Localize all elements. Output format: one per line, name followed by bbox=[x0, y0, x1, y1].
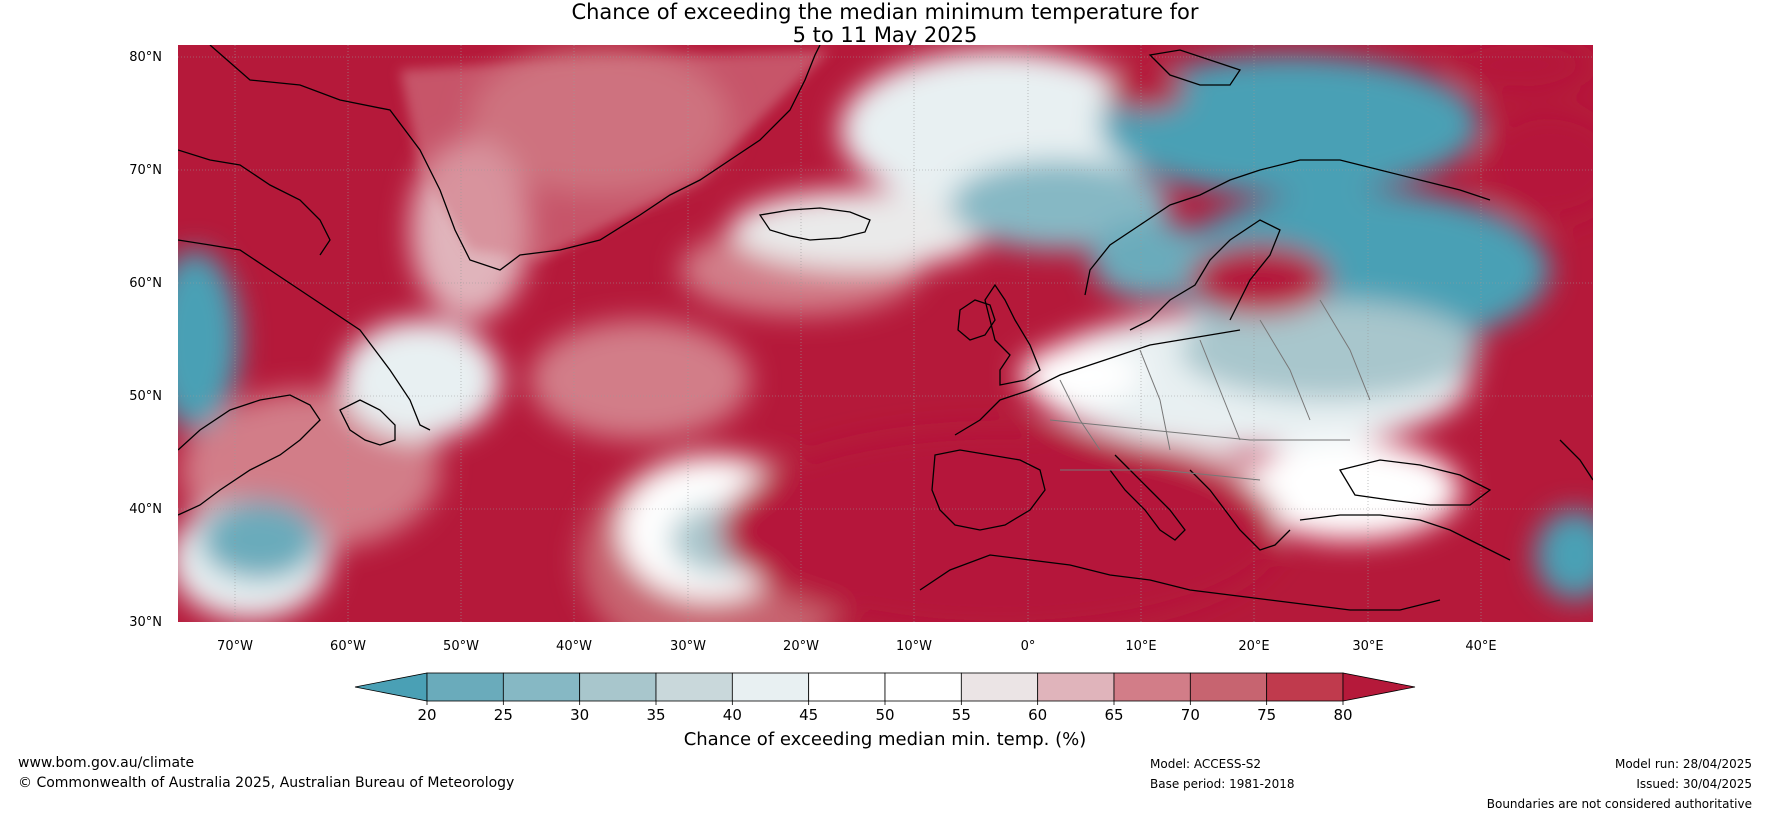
colorbar-segment bbox=[579, 672, 657, 702]
colorbar-segment bbox=[731, 672, 810, 702]
lon-label-40e: 40°E bbox=[1465, 639, 1496, 654]
colorbar-tick-label: 80 bbox=[1333, 706, 1352, 724]
footer-model: Model: ACCESS-S2 bbox=[1150, 757, 1262, 771]
colorbar-tick-label: 30 bbox=[570, 706, 589, 724]
longitude-axis: 70°W 60°W 50°W 40°W 30°W 20°W 10°W 0° 10… bbox=[217, 639, 1497, 654]
footer-issued: Issued: 30/04/2025 bbox=[1636, 777, 1752, 791]
colorbar-ticks: 20 25 30 35 40 45 50 55 60 65 70 75 80 bbox=[417, 701, 1353, 724]
colorbar-segment bbox=[655, 672, 733, 702]
coastlines bbox=[178, 45, 1593, 611]
footer-website: www.bom.gov.au/climate bbox=[18, 755, 195, 771]
colorbar-tick-label: 45 bbox=[799, 706, 818, 724]
colorbar-segment bbox=[1037, 672, 1115, 702]
lon-label-10e: 10°E bbox=[1125, 639, 1156, 654]
colorbar-tick-label: 20 bbox=[417, 706, 436, 724]
lon-label-50w: 50°W bbox=[443, 639, 479, 654]
map-title-line2: 5 to 11 May 2025 bbox=[792, 23, 978, 47]
lon-label-60w: 60°W bbox=[330, 639, 366, 654]
lon-label-0: 0° bbox=[1021, 639, 1036, 654]
colorbar-segment bbox=[960, 672, 1039, 702]
colorbar-title: Chance of exceeding median min. temp. (%… bbox=[684, 729, 1087, 750]
colorbar-tick-label: 25 bbox=[494, 706, 513, 724]
colorbar-segment bbox=[1113, 672, 1191, 702]
probability-field bbox=[178, 45, 1593, 622]
lat-label-80n: 80°N bbox=[129, 50, 162, 65]
colorbar bbox=[354, 672, 1416, 702]
lon-label-20w: 20°W bbox=[783, 639, 819, 654]
lat-label-70n: 70°N bbox=[129, 163, 162, 178]
colorbar-tick-label: 70 bbox=[1181, 706, 1200, 724]
colorbar-tick-label: 75 bbox=[1257, 706, 1276, 724]
lon-label-30w: 30°W bbox=[670, 639, 706, 654]
colorbar-tick-label: 55 bbox=[952, 706, 971, 724]
latitude-axis: 80°N 70°N 60°N 50°N 40°N 30°N bbox=[129, 50, 162, 630]
footer-disclaimer: Boundaries are not considered authoritat… bbox=[1486, 797, 1752, 811]
colorbar-segment bbox=[1266, 672, 1344, 702]
colorbar-segment bbox=[808, 672, 886, 702]
map-title-line1: Chance of exceeding the median minimum t… bbox=[571, 0, 1199, 24]
lat-label-50n: 50°N bbox=[129, 389, 162, 404]
lat-label-30n: 30°N bbox=[129, 615, 162, 630]
colorbar-tick-label: 35 bbox=[646, 706, 665, 724]
lon-label-70w: 70°W bbox=[217, 639, 253, 654]
colorbar-tick-label: 60 bbox=[1028, 706, 1047, 724]
footer-model-run: Model run: 28/04/2025 bbox=[1614, 757, 1752, 771]
colorbar-segment bbox=[426, 672, 504, 702]
lon-label-40w: 40°W bbox=[556, 639, 592, 654]
colorbar-tick-label: 65 bbox=[1104, 706, 1123, 724]
colorbar-segment bbox=[884, 672, 962, 702]
colorbar-segment bbox=[502, 672, 581, 702]
lon-label-10w: 10°W bbox=[896, 639, 932, 654]
colorbar-tick-label: 40 bbox=[723, 706, 742, 724]
colorbar-arrow-high bbox=[1342, 672, 1416, 702]
graticule bbox=[178, 45, 1593, 622]
lat-label-40n: 40°N bbox=[129, 502, 162, 517]
footer-copyright: © Commonwealth of Australia 2025, Austra… bbox=[18, 775, 515, 791]
lon-label-30e: 30°E bbox=[1352, 639, 1383, 654]
colorbar-tick-label: 50 bbox=[875, 706, 894, 724]
colorbar-segment bbox=[1189, 672, 1268, 702]
country-borders bbox=[1049, 299, 1371, 481]
footer-base-period: Base period: 1981-2018 bbox=[1150, 777, 1295, 791]
colorbar-arrow-low bbox=[354, 672, 428, 702]
lon-label-20e: 20°E bbox=[1238, 639, 1269, 654]
lat-label-60n: 60°N bbox=[129, 276, 162, 291]
